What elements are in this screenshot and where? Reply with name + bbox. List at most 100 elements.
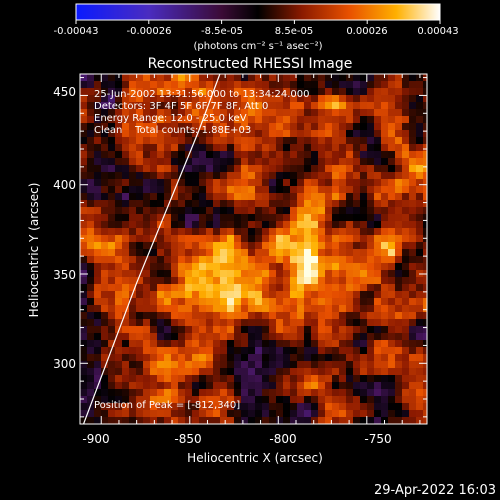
heatmap-cell <box>423 144 427 152</box>
heatmap-cell <box>143 389 151 397</box>
heatmap-cell <box>241 340 249 348</box>
heatmap-cell <box>283 158 291 166</box>
heatmap-cell <box>339 179 347 187</box>
heatmap-cell <box>374 284 382 292</box>
heatmap-cell <box>304 235 312 243</box>
heatmap-cell <box>248 403 256 411</box>
heatmap-cell <box>311 221 319 229</box>
heatmap-cell <box>276 109 284 117</box>
heatmap-cell <box>388 319 396 327</box>
heatmap-cell <box>423 410 427 418</box>
heatmap-cell <box>227 368 235 376</box>
heatmap-cell <box>423 200 427 208</box>
heatmap-cell <box>129 221 137 229</box>
heatmap-cell <box>416 389 424 397</box>
heatmap-cell <box>346 151 354 159</box>
heatmap-cell <box>122 158 130 166</box>
heatmap-cell <box>241 249 249 257</box>
heatmap-cell <box>353 88 361 96</box>
heatmap-cell <box>157 151 165 159</box>
heatmap-cell <box>164 193 172 201</box>
heatmap-cell <box>199 242 207 250</box>
heatmap-cell <box>241 74 249 82</box>
peak-label: Position of Peak = [-812,340] <box>94 400 240 411</box>
heatmap-cell <box>255 158 263 166</box>
heatmap-cell <box>157 291 165 299</box>
heatmap-cell <box>353 235 361 243</box>
heatmap-cell <box>108 368 116 376</box>
heatmap-cell <box>171 312 179 320</box>
heatmap-cell <box>213 214 221 222</box>
heatmap-cell <box>353 81 361 89</box>
heatmap-cell <box>339 109 347 117</box>
heatmap-cell <box>423 165 427 173</box>
heatmap-cell <box>122 95 130 103</box>
heatmap-cell <box>220 340 228 348</box>
heatmap-cell <box>220 403 228 411</box>
heatmap-cell <box>115 354 123 362</box>
heatmap-cell <box>206 214 214 222</box>
heatmap-cell <box>297 102 305 110</box>
heatmap-cell <box>178 256 186 264</box>
heatmap-cell <box>311 396 319 404</box>
heatmap-cell <box>374 389 382 397</box>
heatmap-cell <box>388 354 396 362</box>
heatmap-cell <box>185 417 193 424</box>
heatmap-cell <box>374 123 382 131</box>
heatmap-cell <box>325 235 333 243</box>
heatmap-cell <box>388 151 396 159</box>
heatmap-cell <box>87 326 95 334</box>
heatmap-cell <box>416 186 424 194</box>
heatmap-cell <box>213 102 221 110</box>
heatmap-cell <box>416 375 424 383</box>
heatmap-cell <box>353 200 361 208</box>
heatmap-cell <box>318 291 326 299</box>
heatmap-cell <box>374 333 382 341</box>
heatmap-cell <box>402 95 410 103</box>
heatmap-cell <box>192 151 200 159</box>
heatmap-cell <box>353 214 361 222</box>
heatmap-cell <box>178 403 186 411</box>
heatmap-cell <box>395 242 403 250</box>
heatmap-cell <box>360 270 368 278</box>
heatmap-cell <box>304 249 312 257</box>
heatmap-cell <box>283 221 291 229</box>
heatmap-cell <box>276 249 284 257</box>
heatmap-cell <box>423 235 427 243</box>
heatmap-cell <box>157 277 165 285</box>
heatmap-cell <box>276 284 284 292</box>
heatmap-cell <box>297 81 305 89</box>
heatmap-cell <box>262 382 270 390</box>
heatmap-cell <box>297 249 305 257</box>
heatmap-cell <box>143 375 151 383</box>
heatmap-cell <box>185 158 193 166</box>
heatmap-cell <box>262 207 270 215</box>
heatmap-cell <box>122 389 130 397</box>
heatmap-cell <box>129 109 137 117</box>
heatmap-cell <box>325 354 333 362</box>
heatmap-cell <box>157 375 165 383</box>
heatmap-cell <box>192 165 200 173</box>
heatmap-cell <box>115 193 123 201</box>
heatmap-cell <box>248 88 256 96</box>
heatmap-cell <box>269 116 277 124</box>
heatmap-cell <box>283 375 291 383</box>
heatmap-cell <box>178 333 186 341</box>
heatmap-cell <box>311 270 319 278</box>
heatmap-cell <box>304 123 312 131</box>
heatmap-cell <box>339 172 347 180</box>
heatmap-cell <box>374 221 382 229</box>
heatmap-cell <box>255 179 263 187</box>
heatmap-cell <box>241 221 249 229</box>
heatmap-cell <box>416 116 424 124</box>
heatmap-cell <box>381 312 389 320</box>
heatmap-cell <box>234 403 242 411</box>
heatmap-cell <box>297 228 305 236</box>
heatmap-cell <box>227 340 235 348</box>
heatmap-cell <box>108 256 116 264</box>
heatmap-cell <box>150 326 158 334</box>
heatmap-cell <box>101 298 109 306</box>
heatmap-cell <box>101 158 109 166</box>
heatmap-cell <box>325 396 333 404</box>
heatmap-cell <box>262 186 270 194</box>
